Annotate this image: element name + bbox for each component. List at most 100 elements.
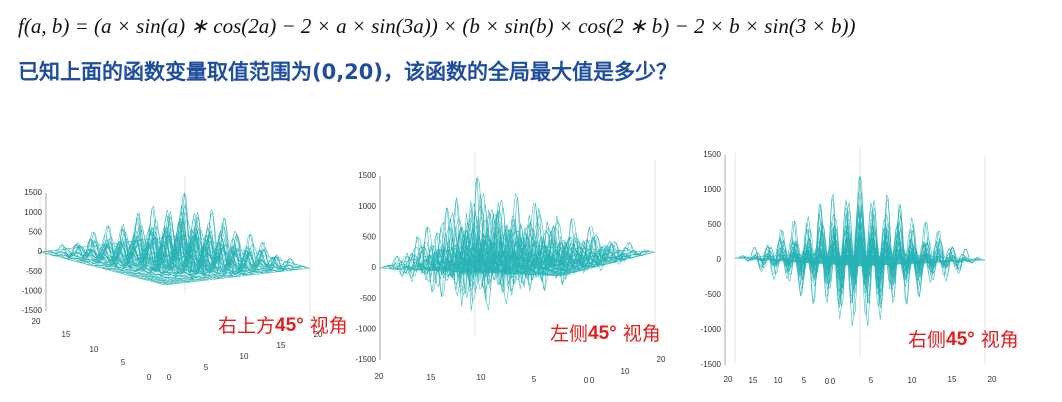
caption-part: 右上方 [218,315,275,337]
mesh-line [46,218,192,257]
z-tick-label: 1500 [24,188,42,197]
z-tick-label: 0 [372,263,377,272]
mesh-line [856,175,983,327]
mesh-line [170,211,296,270]
b-tick-label: 0 [831,377,836,386]
a-tick-label: 0 [584,376,589,385]
view-caption: 右侧45° 视角 [908,329,1019,351]
z-tick-label: 1500 [358,171,376,180]
z-tick-label: 500 [708,220,722,229]
z-tick-label: 500 [29,227,43,236]
caption-part: 视角 [310,315,348,337]
a-tick-label: 5 [532,375,537,384]
a-tick-label: 10 [477,373,486,382]
z-tick-label: 1000 [703,185,721,194]
mesh-line [467,193,648,303]
mesh-line [43,192,189,279]
mesh-line [750,224,876,282]
mesh-line [177,217,303,270]
z-tick-label: 500 [363,232,377,241]
a-tick-label: 5 [802,376,807,385]
mesh-line [847,204,973,304]
mesh-line [859,251,986,261]
mesh-line [470,216,651,274]
caption-part: 视角 [623,323,661,345]
mesh-line [80,229,226,264]
a-tick-label: 20 [375,372,384,381]
formula: f(a, b) = (a × sin(a) ∗ cos(2a) − 2 × a … [18,14,856,38]
b-tick-label: 15 [277,341,286,350]
mesh-line [853,219,979,284]
mesh-line [734,251,861,259]
z-tick-label: -500 [705,290,722,299]
mesh-line [384,177,480,312]
b-tick-label: 20 [314,330,323,339]
z-tick-label: 1000 [358,202,376,211]
a-tick-label: 20 [724,375,733,384]
caption-part: 45° [275,315,304,336]
mesh-line [148,207,274,274]
a-tick-label: 10 [774,376,783,385]
b-tick-label: 10 [240,352,249,361]
b-tick-label: 20 [988,375,997,384]
mesh-line [184,234,311,269]
mesh-line [465,203,646,292]
mesh-line [166,221,292,271]
b-tick-label: 0 [167,373,172,382]
mesh-line [52,211,198,268]
mesh-line [181,192,307,280]
b-tick-label: 5 [869,376,874,385]
mesh-line [462,221,644,273]
b-tick-label: 0 [590,376,595,385]
z-tick-label: -1000 [356,324,377,333]
z-tick-label: 1000 [24,208,42,217]
mesh-line [388,215,485,274]
mesh-line [844,224,970,282]
a-tick-label: 0 [825,377,830,386]
a-tick-label: 15 [427,373,436,382]
b-tick-label: 10 [621,367,630,376]
z-tick-label: -1500 [22,306,43,315]
question: 已知上面的函数变量取值范围为(0,20)，该函数的全局最大值是多少？ [18,60,678,84]
z-tick-label: -1000 [701,325,722,334]
mesh-line [747,204,873,304]
mesh-line [737,175,864,327]
b-tick-label: 15 [948,375,957,384]
mesh-line [474,243,656,253]
mesh-line [379,243,476,269]
b-tick-label: 5 [204,363,209,372]
mesh-line [39,234,186,253]
mesh-line [173,204,300,274]
a-tick-label: 0 [147,373,152,382]
z-tick-label: -500 [26,267,43,276]
a-tick-label: 10 [90,345,99,354]
mesh-line [397,204,494,291]
caption-part: 视角 [981,329,1019,351]
a-tick-label: 15 [749,376,758,385]
z-tick-label: 0 [38,247,43,256]
z-tick-label: -1000 [22,286,43,295]
z-tick-label: -500 [360,294,377,303]
view-caption: 左侧45° 视角 [550,323,661,345]
z-tick-label: -1500 [701,360,722,369]
caption-part: 右侧 [908,329,946,351]
z-tick-label: 1500 [703,150,721,159]
caption-part: 左侧 [550,323,588,345]
b-tick-label: 10 [908,376,917,385]
caption-part: 45° [946,329,975,350]
mesh-line [472,176,653,311]
mesh-line [850,192,976,316]
a-tick-label: 20 [32,317,41,326]
caption-part: 45° [588,323,617,344]
z-tick-label: 0 [717,255,722,264]
mesh-line [411,202,507,294]
z-tick-label: -1500 [356,355,377,364]
mesh-line [458,203,639,297]
a-tick-label: 15 [62,330,71,339]
mesh-line [744,192,870,316]
view-caption: 右上方45° 视角 [218,315,348,337]
b-tick-label: 20 [657,355,666,364]
